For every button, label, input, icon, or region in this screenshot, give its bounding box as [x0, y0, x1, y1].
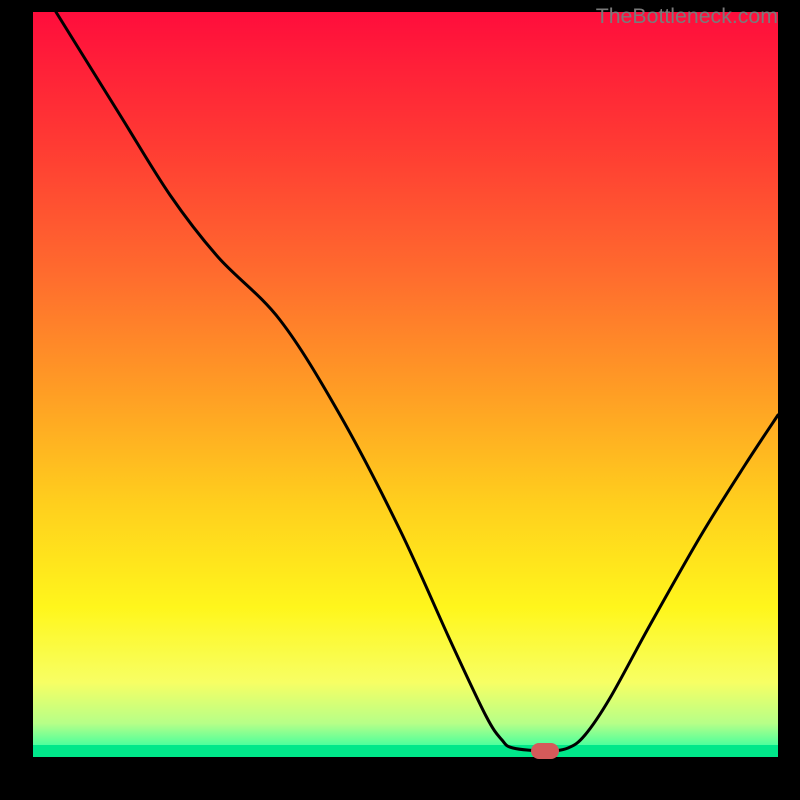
baseline-strip	[33, 745, 778, 757]
chart-container	[33, 12, 778, 757]
attribution-text: TheBottleneck.com	[596, 4, 778, 28]
minimum-marker	[531, 743, 559, 759]
attribution-label: TheBottleneck.com	[596, 4, 778, 29]
